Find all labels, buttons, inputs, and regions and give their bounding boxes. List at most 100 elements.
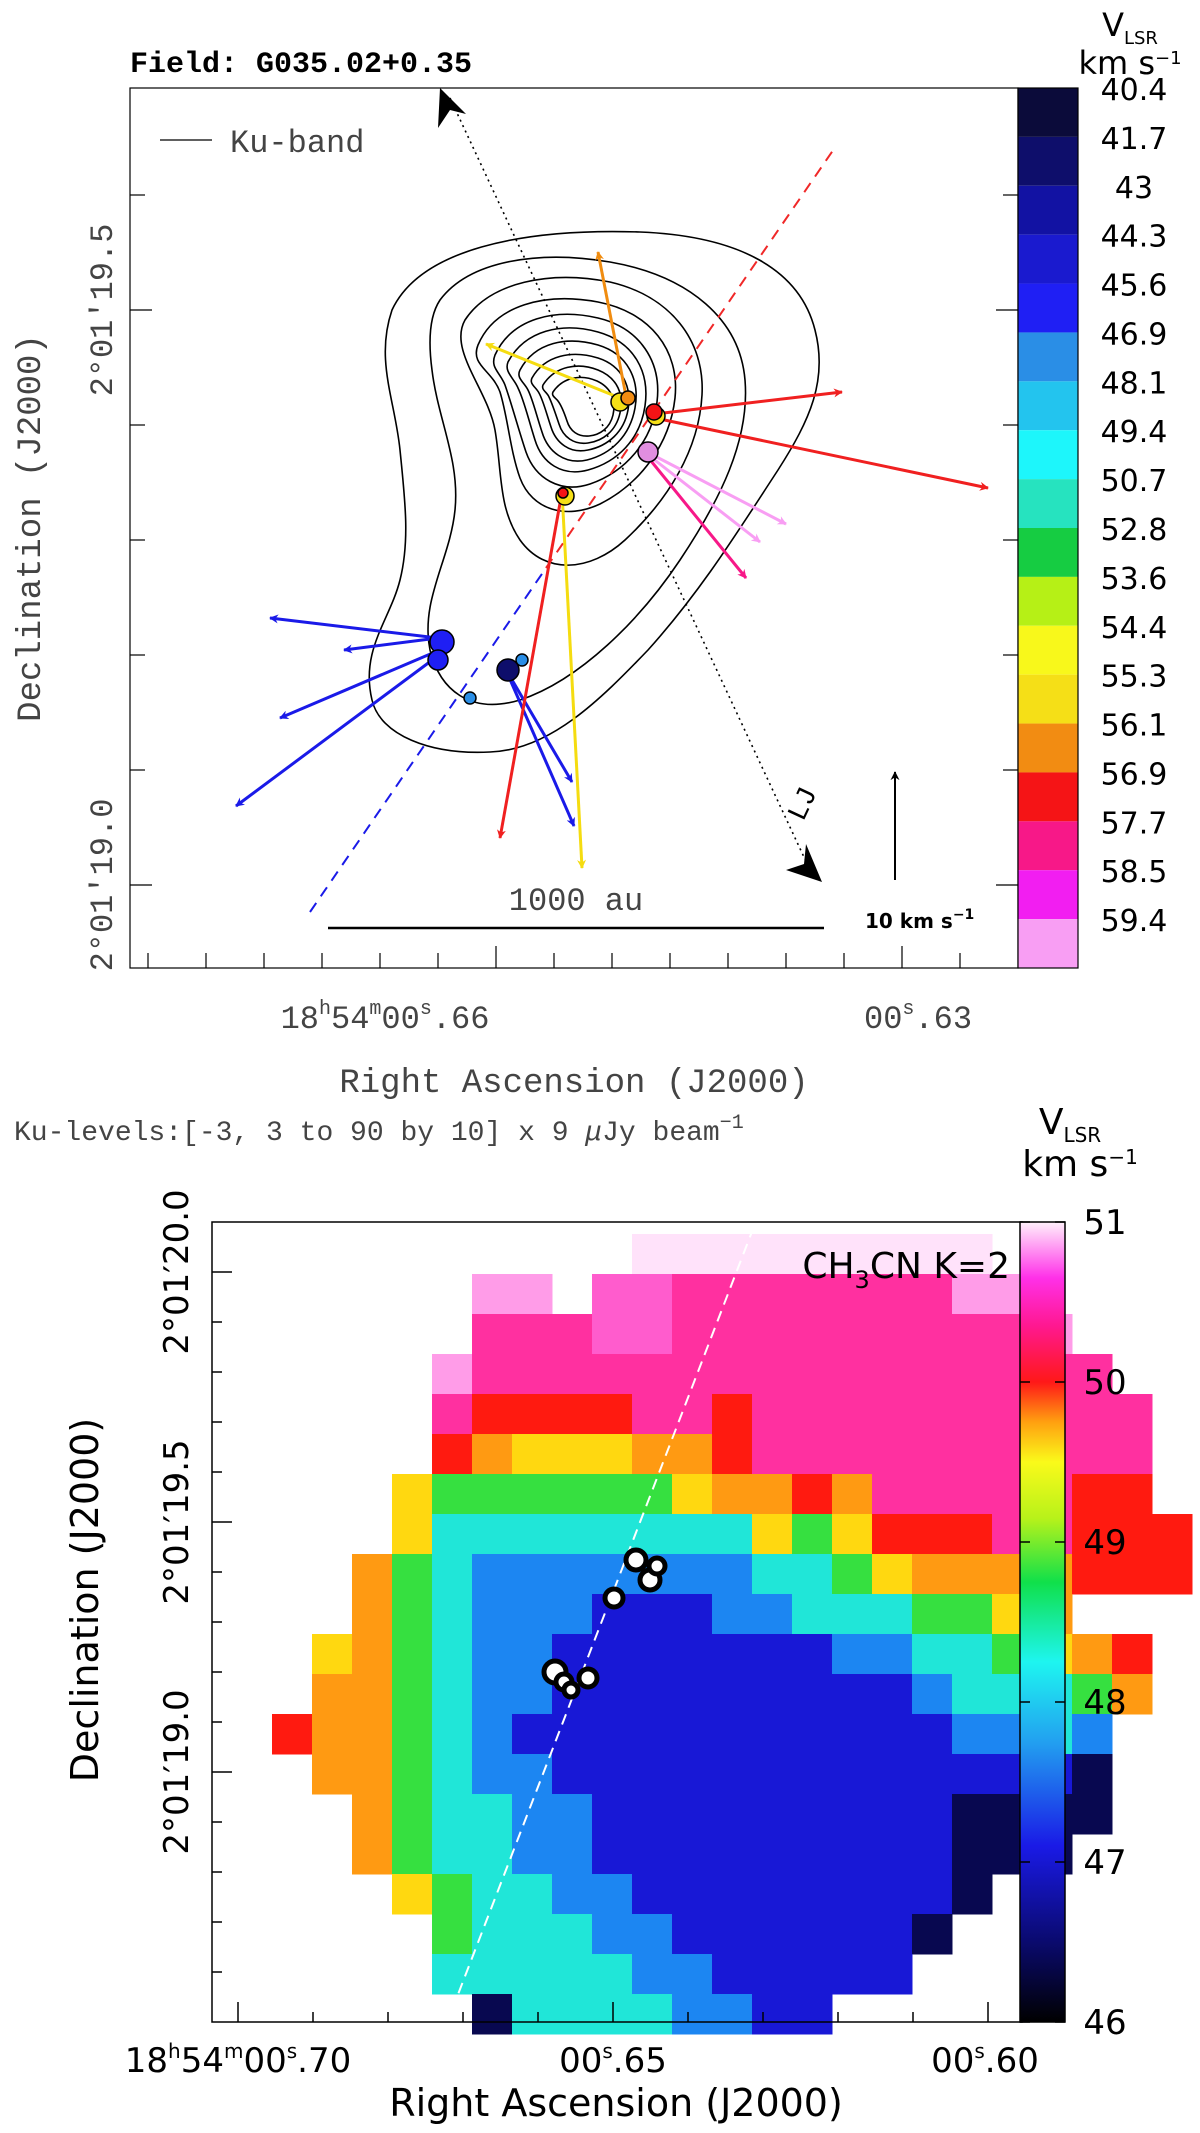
top-y-tick-label: 2°01′19.5: [85, 224, 122, 397]
velocity-pixel: [912, 1754, 953, 1795]
velocity-pixel: [472, 1834, 513, 1875]
velocity-pixel: [712, 1554, 753, 1595]
maser-spot: [463, 691, 477, 705]
top-x-axis-label: Right Ascension (J2000): [339, 1065, 808, 1103]
velocity-pixel: [552, 1954, 593, 1995]
velocity-pixel: [912, 1314, 953, 1355]
maser-spots: [427, 390, 666, 705]
velocity-pixel: [472, 1794, 513, 1835]
colorbar-swatch: [1018, 528, 1078, 577]
velocity-pixel: [512, 1874, 553, 1915]
velocity-pixel: [792, 1314, 833, 1355]
jet-arrowhead-north: [438, 88, 466, 128]
velocity-pixel: [632, 1234, 673, 1275]
velocity-pixel: [712, 1634, 753, 1675]
velocity-pixel: [712, 1514, 753, 1555]
velocity-pixel: [512, 1354, 553, 1395]
velocity-pixel: [592, 1474, 633, 1515]
velocity-pixel: [832, 1914, 873, 1955]
velocity-pixel: [632, 1874, 673, 1915]
velocity-pixel: [632, 1274, 673, 1315]
velocity-pixel: [592, 1914, 633, 1955]
velocity-pixel: [512, 1474, 553, 1515]
velocity-pixel: [392, 1594, 433, 1635]
velocity-pixel: [632, 1794, 673, 1835]
velocity-pixel: [592, 1874, 633, 1915]
velocity-pixel: [632, 1394, 673, 1435]
vector-yellow-1: [560, 491, 587, 869]
colorbar-label: 59.4: [1101, 904, 1168, 939]
vector-blue-5: [503, 667, 574, 783]
velocity-pixel: [712, 1394, 753, 1435]
velocity-pixel: [912, 1794, 953, 1835]
velocity-pixel: [392, 1714, 433, 1755]
colorbar-swatch: [1018, 723, 1078, 773]
velocity-pixel: [872, 1314, 913, 1355]
velocity-pixel: [792, 1914, 833, 1955]
velocity-pixel: [832, 1274, 873, 1315]
velocity-pixel: [872, 1914, 913, 1955]
velocity-pixel: [432, 1674, 473, 1715]
colorbar-swatch: [1018, 870, 1078, 920]
velocity-pixel: [672, 1954, 713, 1995]
colorbar-swatch: [1018, 919, 1078, 968]
velocity-pixel: [512, 1914, 553, 1955]
colorbar-tick-label: 51: [1083, 1203, 1126, 1243]
velocity-pixel: [672, 1754, 713, 1795]
velocity-pixel: [1112, 1394, 1153, 1435]
velocity-pixel: [872, 1234, 913, 1275]
top-colorbar-unit: km s−1: [1078, 44, 1181, 82]
velocity-pixel: [552, 1514, 593, 1555]
velocity-pixel: [672, 1434, 713, 1475]
velocity-pixel: [712, 1954, 753, 1995]
velocity-pixel: [752, 1874, 793, 1915]
top-colorbar: 40.4 41.7 43 44.3 45.6 46.9 48.1 49.4 50.7 52.8 53…: [1017, 73, 1168, 969]
velocity-pixel: [872, 1514, 913, 1555]
vector-pink-2: [646, 452, 761, 544]
velocity-pixel: [592, 1514, 633, 1555]
velocity-pixel: [792, 1514, 833, 1555]
bottom-x-ticks: [237, 2002, 989, 2022]
velocity-pixel: [752, 1834, 793, 1875]
velocity-pixel: [792, 1394, 833, 1435]
colorbar-swatch: [1018, 576, 1078, 626]
velocity-pixel: [432, 1754, 473, 1795]
velocity-pixel: [912, 1474, 953, 1515]
velocity-pixel: [512, 1834, 553, 1875]
velocity-pixel: [472, 1914, 513, 1955]
velocity-pixel: [952, 1234, 993, 1275]
velocity-pixel: [552, 1834, 593, 1875]
velocity-pixel: [392, 1754, 433, 1795]
velocity-pixel: [872, 1474, 913, 1515]
velocity-pixel: [392, 1514, 433, 1555]
velocity-pixel: [512, 1754, 553, 1795]
velocity-pixel: [632, 1754, 673, 1795]
velocity-pixel: [512, 1554, 553, 1595]
velocity-pixel: [912, 1634, 953, 1675]
velocity-pixel: [392, 1794, 433, 1835]
velocity-pixel: [632, 1834, 673, 1875]
velocity-pixel: [872, 1634, 913, 1675]
velocity-pixel: [632, 1594, 673, 1635]
velocity-pixel: [912, 1674, 953, 1715]
velocity-pixel: [832, 1474, 873, 1515]
velocity-pixel: [672, 1994, 713, 2035]
vector-yellow-2: [485, 342, 621, 400]
velocity-pixel: [832, 1394, 873, 1435]
velocity-pixel: [952, 1714, 993, 1755]
velocity-pixel: [672, 1634, 713, 1675]
velocity-pixel: [472, 1594, 513, 1635]
colorbar-label: 58.5: [1101, 855, 1168, 890]
velocity-pixel: [432, 1714, 473, 1755]
velocity-pixel: [392, 1634, 433, 1675]
colorbar-label: 48.1: [1101, 366, 1168, 401]
colorbar-label: 50.7: [1101, 464, 1168, 499]
panel-top: Field: G035.02+0.35 Ku-band LJ: [13, 6, 1182, 1149]
velocity-pixel: [752, 1754, 793, 1795]
velocity-pixel: [792, 1554, 833, 1595]
velocity-pixel: [832, 1554, 873, 1595]
velocity-pixel: [432, 1794, 473, 1835]
velocity-pixel: [792, 1354, 833, 1395]
velocity-pixel: [712, 1914, 753, 1955]
velocity-pixel: [392, 1474, 433, 1515]
